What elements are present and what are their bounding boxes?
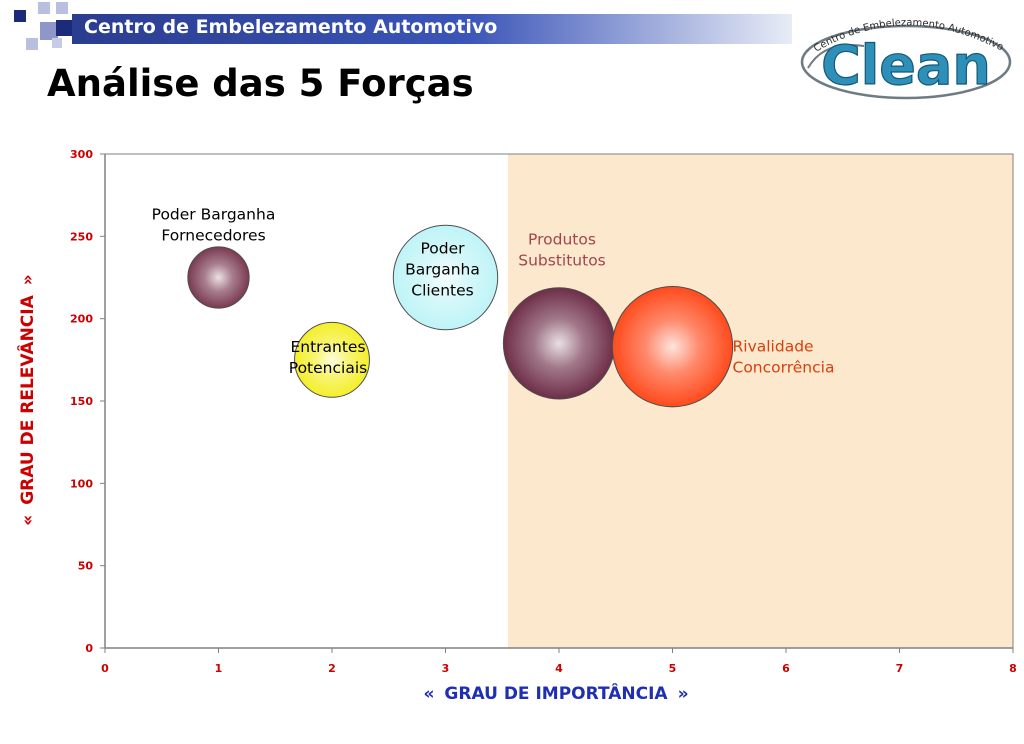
x-tick-label: 4 [555,662,563,675]
y-tick-label: 300 [70,148,93,161]
clean-logo: Centro de Embelezamento Automotivo Clean [800,17,1012,100]
x-arrow-right: » [677,684,689,704]
x-tick-label: 8 [1009,662,1017,675]
bubble-highlight [612,286,733,407]
bubble-label: Clientes [411,282,473,300]
header-bar [72,14,792,44]
bubble-highlight [503,287,615,399]
y-axis-title: « GRAU DE RELEVÂNCIA » [18,264,38,536]
y-tick-label: 100 [70,477,93,490]
x-arrow-left: « [423,684,435,704]
x-tick-label: 0 [101,662,109,675]
page-title: Análise das 5 Forças [47,62,474,105]
bubble-label: Rivalidade [733,338,814,356]
logo-word: Clean [821,34,991,97]
y-arrow-right: » [18,274,38,286]
highlight-region [507,154,1013,648]
bubble-label: Concorrência [733,359,835,377]
x-tick-label: 1 [215,662,223,675]
x-tick-label: 3 [442,662,450,675]
y-axis-label: GRAU DE RELEVÂNCIA [18,295,38,505]
x-tick-label: 7 [896,662,904,675]
bubble-label: Substitutos [518,251,606,269]
bubble-label: Poder Barganha [152,206,276,224]
bubble-label: Barganha [405,261,480,279]
x-tick-label: 2 [328,662,336,675]
x-axis-label: GRAU DE IMPORTÂNCIA [444,684,668,704]
y-arrow-left: « [18,514,38,526]
bubble-highlight [393,225,498,330]
bubble-label: Poder [420,240,465,258]
x-tick-label: 6 [782,662,790,675]
decor-square-1 [14,10,26,22]
bubble-highlight [187,246,250,309]
decor-square-3 [56,2,68,14]
y-tick-label: 50 [78,560,94,573]
decor-square-2 [38,2,50,14]
header-title: Centro de Embelezamento Automotivo [84,16,498,38]
x-tick-label: 5 [669,662,677,675]
y-tick-label: 0 [85,642,93,655]
decor-square-6 [26,38,38,50]
bubble-label: Potenciais [289,359,367,377]
y-tick-label: 200 [70,313,93,326]
plot-frame [105,153,1014,648]
bubble-highlight [294,322,370,398]
bubble-label: Entrantes [290,338,365,356]
x-axis-title: « GRAU DE IMPORTÂNCIA » [413,684,698,704]
bubble-label: Produtos [528,230,596,248]
y-tick-label: 150 [70,395,93,408]
decor-square-4 [40,22,58,40]
bubble-label: Fornecedores [161,227,265,245]
y-tick-label: 250 [70,230,93,243]
decor-square-5 [56,20,72,36]
decor-square-7 [52,38,62,48]
